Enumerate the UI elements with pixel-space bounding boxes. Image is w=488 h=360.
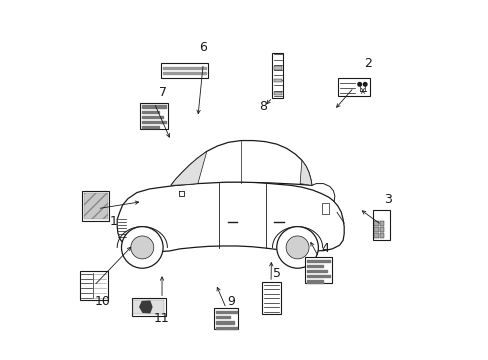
Bar [379,233,384,238]
Bar [321,203,329,214]
Text: 11: 11 [154,311,169,325]
Bar [214,309,238,329]
Bar [373,227,378,231]
Bar [133,300,164,314]
Bar [379,221,384,226]
Circle shape [285,236,308,259]
Bar [272,53,283,98]
Text: 8: 8 [259,100,267,113]
Bar [273,91,281,95]
Bar [80,271,108,300]
Bar [261,282,280,315]
Bar [305,257,332,283]
Text: 4: 4 [321,242,329,255]
Text: 1: 1 [109,215,117,228]
Text: 5: 5 [272,267,280,280]
Polygon shape [139,300,152,314]
Bar [379,227,384,231]
Bar [273,79,281,82]
Bar [373,221,378,226]
Bar [140,103,168,129]
Circle shape [121,226,163,268]
Polygon shape [171,151,206,185]
Bar [83,193,108,219]
Text: 3: 3 [383,193,391,206]
Bar [273,66,281,69]
Polygon shape [117,182,344,252]
Text: 7: 7 [159,86,166,99]
Text: 2: 2 [364,57,371,70]
Text: 10: 10 [94,296,110,309]
Circle shape [131,236,153,259]
Bar [82,191,109,221]
Circle shape [276,226,318,268]
Bar [372,211,389,240]
Circle shape [357,82,361,86]
Circle shape [363,82,366,86]
Bar [131,298,165,316]
Bar [373,233,378,238]
Polygon shape [300,160,311,185]
Bar [161,63,207,78]
Bar [337,78,369,96]
Polygon shape [171,140,311,185]
Text: 9: 9 [227,296,235,309]
Text: 6: 6 [199,41,207,54]
